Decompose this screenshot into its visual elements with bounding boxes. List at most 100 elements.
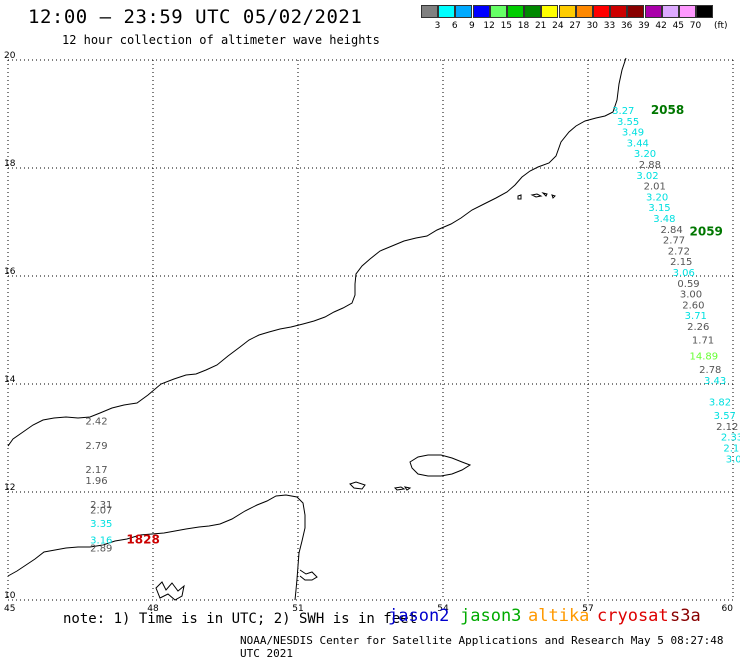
units-note: note: 1) Time is in UTC; 2) SWH is in fe… (63, 611, 418, 627)
swh-value: 3.06 (673, 268, 695, 279)
legend-swatch (541, 5, 559, 18)
legend-label: 12 (483, 21, 495, 31)
legend-label: 18 (517, 21, 530, 31)
swh-value: 2.89 (90, 543, 112, 554)
lon-tick-label: 54 (437, 604, 449, 614)
legend-unit: (ft) (714, 21, 728, 31)
somali-inland-lakes (155, 581, 185, 601)
swh-value: 3.02 (636, 171, 658, 182)
lat-tick-label: 18 (4, 159, 16, 169)
swh-value: 0.59 (677, 279, 699, 290)
legend-label: 9 (469, 21, 475, 31)
legend-swatch (610, 5, 628, 18)
swh-value: 2.26 (687, 322, 709, 333)
swh-value: 2.12 (716, 422, 738, 433)
axis-tick-labels: 45 48 51 54 57 60 10 12 14 16 18 20 (4, 51, 733, 614)
legend-label: 6 (451, 21, 458, 31)
coastline (7, 57, 627, 601)
swh-value: 2.07 (90, 506, 112, 517)
lat-tick-label: 16 (4, 267, 16, 277)
lat-tick-label: 20 (4, 51, 16, 61)
legend-label: 70 (689, 21, 702, 31)
swh-value: 2.88 (639, 160, 661, 171)
legend-swatch (438, 5, 456, 18)
swh-value: 2.78 (699, 365, 721, 376)
lon-tick-label: 48 (147, 604, 159, 614)
swh-value: 3.15 (648, 203, 670, 214)
legend-swatch (644, 5, 662, 18)
swh-value: 2.60 (682, 300, 704, 311)
kuria-muria-islands (517, 192, 556, 200)
credit-line: NOAA/NESDIS Center for Satellite Applica… (240, 634, 724, 660)
swh-value: 2.84 (661, 225, 683, 236)
swh-value: 2.17 (85, 465, 107, 476)
swh-value: 2.77 (663, 236, 685, 247)
legend-label: 3 (434, 21, 441, 31)
legend-swatch (593, 5, 610, 18)
swh-value: 2.16 (723, 444, 740, 455)
legend-swatch (679, 5, 696, 18)
swh-value: 3.20 (646, 192, 668, 203)
legend-swatch (524, 5, 542, 18)
swh-value: 3.27 (612, 106, 634, 117)
legend-label: 42 (655, 21, 667, 31)
lat-tick-label: 10 (4, 591, 16, 601)
swh-value: 3.55 (617, 117, 639, 128)
legend-label: 39 (638, 21, 650, 31)
lat-lon-grid (7, 59, 734, 601)
swh-value: 3.82 (709, 398, 731, 409)
legend-swatch (507, 5, 524, 18)
swh-value: 3.57 (714, 411, 736, 422)
satellite-cryosat: cryosat (597, 606, 669, 626)
legend-label: 30 (586, 21, 599, 31)
legend-label: 24 (552, 21, 564, 31)
lon-tick-label: 51 (292, 604, 303, 614)
legend-swatch (558, 5, 576, 18)
pass-time-label: 2058 (651, 103, 684, 117)
lat-tick-label: 12 (4, 483, 15, 493)
swh-value: 1.96 (85, 476, 107, 487)
legend-swatch (455, 5, 473, 18)
legend-swatch (575, 5, 593, 18)
swh-value: 2.42 (85, 417, 107, 428)
legend-swatch (472, 5, 490, 18)
abd-al-kuri-island (349, 481, 366, 490)
swh-value: 3.00 (680, 290, 702, 301)
lat-tick-label: 14 (4, 375, 16, 385)
lon-tick-label: 45 (4, 604, 15, 614)
legend-label: 15 (500, 21, 513, 31)
legend-swatch (421, 5, 438, 18)
map-title: 12:00 – 23:59 UTC 05/02/2021 (28, 6, 363, 28)
swh-value: 3.48 (653, 214, 675, 225)
swh-value: 14.89 (690, 352, 719, 363)
legend-label: 45 (672, 21, 685, 31)
pass-time-label: 2059 (690, 225, 723, 239)
swh-value: 2.33 (721, 433, 740, 444)
legend-swatch (696, 5, 714, 18)
swh-observations: 3.273.553.493.443.202.883.022.013.203.15… (85, 103, 740, 554)
swh-value: 2.31 (90, 500, 112, 511)
darsah-island (403, 486, 412, 491)
swh-value: 3.35 (90, 519, 112, 530)
somali-coastline (7, 494, 306, 601)
swh-value: 2.72 (668, 246, 690, 257)
swh-value: 3.43 (704, 376, 726, 387)
satellite-jason2: jason2 (388, 606, 450, 626)
satellite-s3a: s3a (670, 606, 701, 626)
swh-value: 3.20 (634, 149, 656, 160)
swh-value: 1.71 (692, 336, 714, 347)
swh-value: 2.15 (670, 257, 692, 268)
swh-value: 2.79 (85, 441, 107, 452)
socotra-island (409, 454, 472, 477)
legend-label: 33 (603, 21, 616, 31)
lon-tick-label: 60 (722, 604, 734, 614)
swh-value: 3.03 (726, 454, 740, 465)
arabian-coastline (7, 57, 627, 447)
legend-label: 27 (569, 21, 581, 31)
swh-value: 3.49 (622, 128, 644, 139)
swh-value: 2.01 (644, 182, 666, 193)
legend-label: 21 (534, 21, 547, 31)
swh-value: 3.71 (685, 311, 707, 322)
map-subtitle: 12 hour collection of altimeter wave hei… (62, 33, 380, 47)
